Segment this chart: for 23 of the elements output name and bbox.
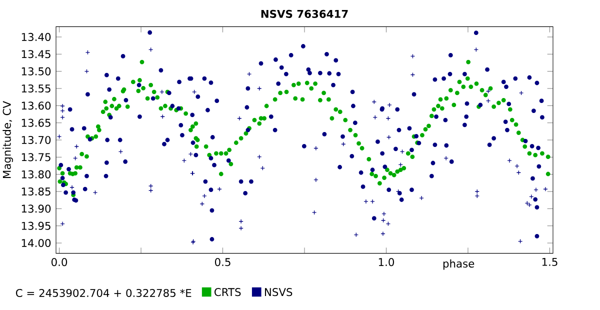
- y-axis-title: Magnitude, CV: [2, 101, 13, 178]
- x-tick-label: 0.0: [52, 258, 68, 266]
- x-tick-label: 1.5: [542, 258, 558, 266]
- legend-label: NSVS: [265, 288, 292, 296]
- y-tick-label: 13.80: [22, 170, 51, 178]
- x-tick-label: 0.5: [214, 258, 230, 266]
- x-axis-title: phase: [443, 259, 474, 270]
- y-tick-label: 13.60: [22, 102, 51, 110]
- y-tick-label: 13.50: [22, 67, 51, 76]
- y-tick-label: 13.85: [22, 187, 50, 196]
- legend-label: CRTS: [214, 288, 241, 296]
- y-tick-label: 13.90: [22, 204, 51, 213]
- text: C = 2453902.704 + 0.322785 *E: [16, 288, 192, 298]
- y-tick-label: 13.65: [22, 118, 50, 127]
- y-tick-label: 13.55: [22, 84, 50, 93]
- y-tick-label: 13.70: [22, 136, 51, 144]
- y-tick-label: 13.95: [22, 222, 50, 230]
- chart-title: NSVS 7636417: [261, 10, 348, 18]
- y-tick-label: 14.00: [22, 238, 51, 248]
- y-tick-label: 13.40: [22, 32, 51, 42]
- x-tick-label: 1.0: [378, 258, 394, 266]
- y-tick-label: 13.45: [22, 50, 50, 58]
- y-tick-label: 13.75: [22, 153, 50, 162]
